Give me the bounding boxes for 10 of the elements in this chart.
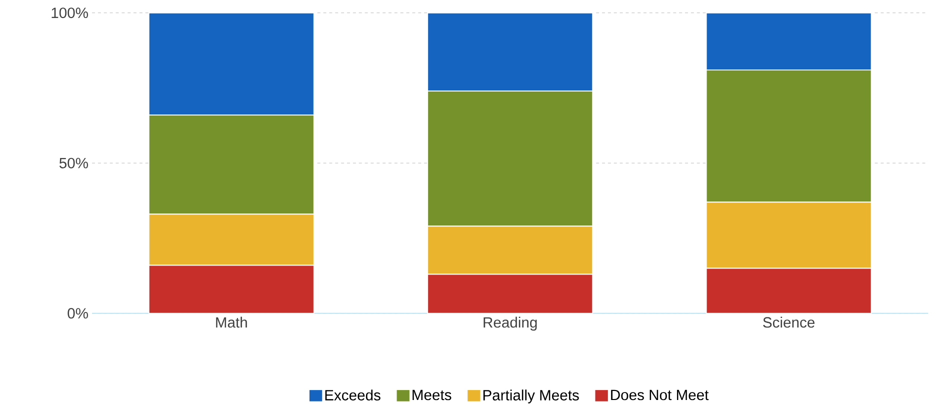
- y-tick-label: 0%: [68, 308, 88, 319]
- y-tick-label: 50%: [59, 158, 88, 168]
- legend-label: Meets: [412, 390, 452, 400]
- y-tick-label: 100%: [52, 8, 88, 18]
- legend-label: Does Not Meet: [611, 390, 709, 400]
- x-tick-label: Science: [763, 316, 815, 328]
- legend-label: Partially Meets: [483, 390, 579, 404]
- legend-label: Exceeds: [325, 390, 380, 400]
- x-tick-label: Reading: [484, 316, 537, 331]
- x-tick-label: Math: [216, 316, 247, 328]
